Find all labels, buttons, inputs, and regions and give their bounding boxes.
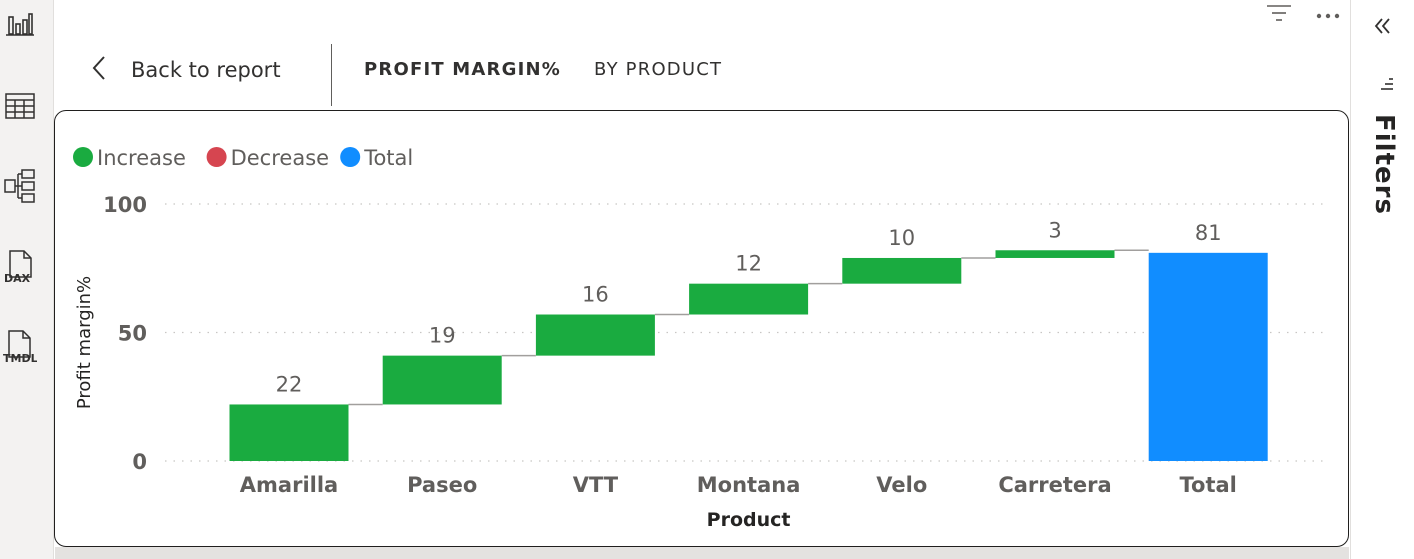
back-to-report-label: Back to report — [131, 58, 281, 82]
waterfall-visual[interactable]: Increase Decrease Total 0 50 100 Profit margin… — [54, 110, 1349, 547]
bar-velo — [842, 258, 961, 284]
data-label-vtt: 16 — [582, 283, 609, 307]
x-tick-label-carretera: Carretera — [998, 473, 1111, 497]
x-axis-title: Product — [707, 509, 791, 531]
tmdl-view-button[interactable]: TMDL — [0, 328, 40, 372]
chevron-left-icon — [91, 55, 107, 85]
filter-lines-icon — [1379, 74, 1395, 96]
x-tick-label-velo: Velo — [876, 473, 927, 497]
data-label-velo: 10 — [888, 226, 915, 250]
visual-subtitle: BY PRODUCT — [594, 59, 722, 80]
legend-marker-decrease — [207, 147, 227, 167]
model-view-button[interactable] — [0, 168, 40, 208]
table-view-button[interactable] — [0, 88, 40, 128]
visual-title: PROFIT MARGIN% — [364, 59, 561, 80]
data-label-paseo: 19 — [429, 324, 456, 348]
dax-badge-text: DAX — [4, 272, 31, 285]
x-tick-label-amarilla: Amarilla — [240, 473, 338, 497]
back-to-report-button[interactable]: Back to report — [91, 54, 281, 86]
waterfall-chart: Increase Decrease Total 0 50 100 Profit margin… — [55, 111, 1348, 546]
data-label-montana: 12 — [735, 252, 762, 276]
bar-chart-icon — [6, 11, 34, 41]
legend-marker-increase — [73, 147, 93, 167]
x-tick-label-vtt: VTT — [573, 473, 619, 497]
data-label-total: 81 — [1195, 221, 1222, 245]
legend-label-decrease: Decrease — [231, 146, 329, 170]
table-grid-icon — [5, 92, 35, 124]
x-tick-label-total: Total — [1180, 473, 1237, 497]
left-nav-rail: DAX TMDL — [0, 0, 54, 559]
y-tick-label: 50 — [118, 322, 147, 346]
canvas-bottom-strip — [55, 547, 1349, 559]
data-label-amarilla: 22 — [276, 372, 303, 396]
y-tick-label: 0 — [132, 450, 147, 474]
filters-pane: Filters — [1350, 0, 1414, 559]
data-label-carretera: 3 — [1048, 218, 1061, 242]
dax-query-view-button[interactable]: DAX — [0, 248, 40, 292]
x-tick-label-paseo: Paseo — [407, 473, 477, 497]
dax-file-icon: DAX — [4, 249, 36, 291]
x-tick-label-montana: Montana — [697, 473, 801, 497]
model-diagram-icon — [4, 168, 36, 208]
y-tick-label: 100 — [103, 193, 147, 217]
bar-paseo — [383, 356, 502, 405]
bar-vtt — [536, 315, 655, 356]
bar-carretera — [996, 250, 1115, 258]
tmdl-badge-text: TMDL — [3, 352, 37, 365]
visual-header-icons — [1266, 0, 1340, 30]
bar-montana — [689, 284, 808, 315]
double-chevron-left-icon[interactable] — [1371, 16, 1393, 40]
bar-amarilla — [230, 404, 349, 461]
more-options-icon[interactable] — [1316, 6, 1340, 25]
legend-label-total: Total — [363, 146, 413, 170]
y-axis-title: Profit margin% — [74, 276, 95, 409]
header-divider — [331, 44, 332, 106]
focus-mode-header: Back to report PROFIT MARGIN% BY PRODUCT — [55, 44, 955, 104]
legend-marker-total — [340, 147, 360, 167]
filter-lines-icon[interactable] — [1266, 1, 1292, 29]
tmdl-file-icon: TMDL — [3, 329, 37, 371]
filters-pane-label[interactable]: Filters — [1369, 114, 1399, 215]
report-view-button[interactable] — [0, 6, 40, 46]
legend-label-increase: Increase — [97, 146, 186, 170]
bar-total — [1149, 253, 1268, 461]
